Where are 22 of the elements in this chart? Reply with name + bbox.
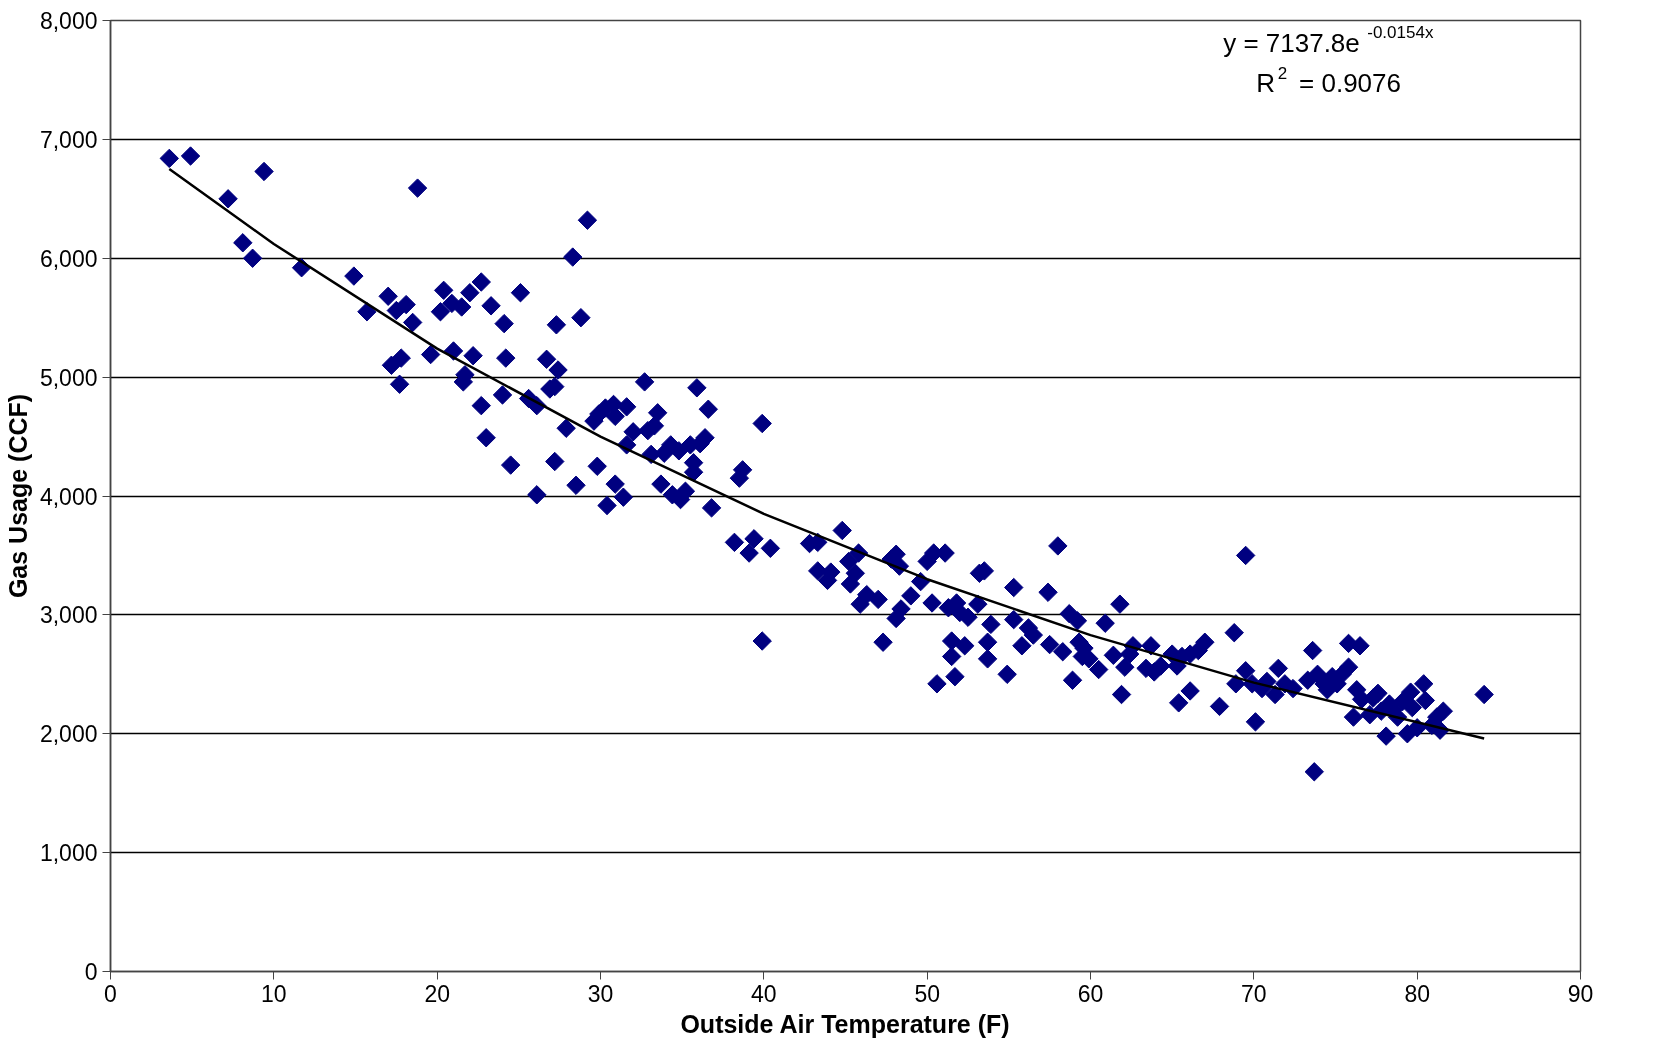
x-tick-label: 20 xyxy=(424,980,450,1007)
y-tick-label: 7,000 xyxy=(39,126,98,153)
y-tick-label: 5,000 xyxy=(39,364,98,391)
x-tick-label: 60 xyxy=(1077,980,1104,1007)
x-tick-label: 80 xyxy=(1404,980,1430,1007)
x-tick-label: 30 xyxy=(587,980,614,1007)
y-axis-title: Gas Usage (CCF) xyxy=(3,393,32,599)
y-tick-label: 6,000 xyxy=(39,245,98,272)
x-tick-label: 10 xyxy=(261,980,287,1007)
annotation: y = 7137.8e-0.0154x xyxy=(1223,23,1434,58)
x-tick-label: 90 xyxy=(1567,980,1594,1007)
x-tick-label: 70 xyxy=(1241,980,1267,1007)
y-tick-label: 8,000 xyxy=(39,8,98,34)
y-tick-label: 4,000 xyxy=(39,483,98,510)
x-tick-label: 50 xyxy=(914,980,940,1007)
x-tick-label: 0 xyxy=(104,980,117,1007)
y-tick-label: 1,000 xyxy=(39,840,98,867)
y-tick-label: 3,000 xyxy=(39,602,98,629)
y-tick-label: 2,000 xyxy=(39,721,98,748)
x-axis-title: Outside Air Temperature (F) xyxy=(680,1009,1010,1038)
x-tick-label: 40 xyxy=(751,980,777,1007)
y-tick-label: 0 xyxy=(84,959,98,985)
